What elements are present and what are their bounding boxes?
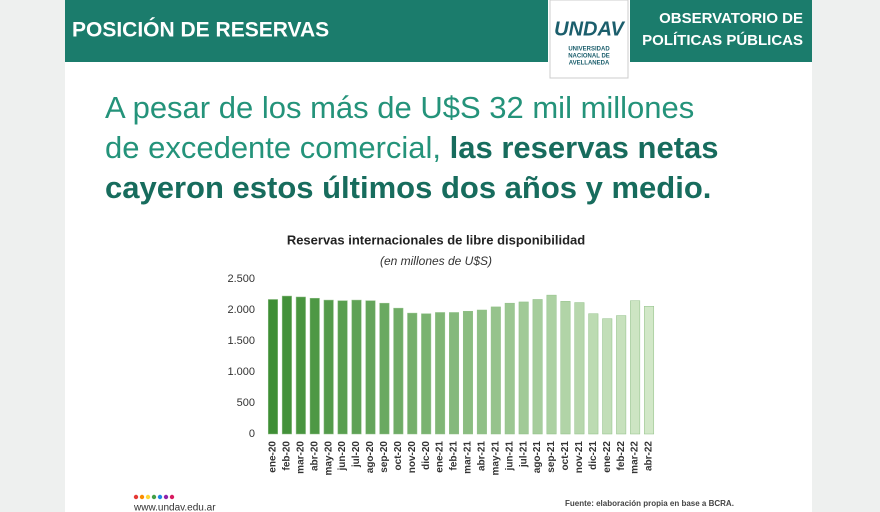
bar <box>574 302 585 435</box>
bar <box>462 310 473 435</box>
bar <box>323 299 334 435</box>
y-tick-label: 2.500 <box>227 273 255 285</box>
bar <box>379 302 390 435</box>
x-tick-label: nov-21 <box>574 441 585 474</box>
bar <box>532 299 543 435</box>
x-tick-label: mar-21 <box>463 441 474 474</box>
x-tick-label: oct-21 <box>560 441 571 471</box>
y-tick-label: 500 <box>237 397 255 409</box>
headline: A pesar de los más de U$S 32 mil millone… <box>105 90 694 125</box>
bar <box>393 307 404 435</box>
x-tick-label: mar-22 <box>630 441 641 474</box>
x-tick-label: mar-20 <box>295 441 306 474</box>
header-bar <box>630 0 812 62</box>
bar <box>351 299 362 435</box>
website: www.undav.edu.ar <box>133 503 216 512</box>
bar <box>560 301 571 435</box>
chart-title: Reservas internacionales de libre dispon… <box>287 232 585 247</box>
y-tick-label: 1.000 <box>227 366 255 378</box>
header-bar <box>65 0 548 62</box>
x-tick-label: sep-21 <box>546 441 557 473</box>
logo-text: AVELLANEDA <box>569 61 610 67</box>
x-tick-label: feb-20 <box>282 441 293 471</box>
x-tick-label: may-20 <box>323 441 334 476</box>
headline-bold: las reservas netas <box>450 130 719 165</box>
header-org: OBSERVATORIO DE <box>659 10 803 27</box>
x-tick-label: jul-20 <box>351 441 362 469</box>
logo-text: NACIONAL DE <box>568 54 610 60</box>
source: Fuente: elaboración propia en base a BCR… <box>565 499 734 508</box>
bar <box>518 301 529 435</box>
bar <box>546 294 557 435</box>
x-tick-label: feb-22 <box>616 441 627 471</box>
bar <box>267 299 278 435</box>
bar <box>281 295 292 435</box>
x-tick-label: nov-20 <box>407 441 418 474</box>
logo-text: UNIVERSIDAD <box>568 47 610 53</box>
x-tick-label: ene-20 <box>268 441 279 473</box>
header-title: POSICIÓN DE RESERVAS <box>72 18 329 42</box>
bar <box>421 313 432 435</box>
bar <box>490 306 501 435</box>
logo-box <box>549 0 629 79</box>
logo: UNDAV <box>554 18 625 40</box>
x-tick-label: ene-22 <box>602 441 613 473</box>
x-tick-label: abr-20 <box>309 441 320 471</box>
bar <box>476 309 487 435</box>
bar <box>588 313 599 435</box>
bar <box>602 318 613 435</box>
chart-subtitle: (en millones de U$S) <box>380 254 492 268</box>
x-tick-label: jul-21 <box>518 441 529 469</box>
bar <box>449 312 460 435</box>
x-tick-label: abr-22 <box>644 441 655 471</box>
x-tick-label: ago-20 <box>365 441 376 474</box>
x-tick-label: oct-20 <box>393 441 404 471</box>
header-org: POLÍTICAS PÚBLICAS <box>642 31 803 49</box>
bar <box>407 312 418 435</box>
bar <box>337 300 348 435</box>
headline-bold: cayeron estos últimos dos años y medio. <box>105 170 711 205</box>
x-tick-label: dic-20 <box>421 441 432 470</box>
headline-text: de excedente comercial, <box>105 130 450 165</box>
dots <box>133 494 175 500</box>
bar <box>365 300 376 435</box>
bar <box>644 306 655 435</box>
bar <box>309 297 320 435</box>
x-tick-label: ene-21 <box>435 441 446 473</box>
x-tick-label: jun-21 <box>504 441 515 472</box>
bar <box>435 312 446 435</box>
bar <box>295 296 306 435</box>
bar <box>504 302 515 435</box>
y-tick-label: 2.000 <box>227 304 255 316</box>
x-tick-label: jun-20 <box>337 441 348 472</box>
bar <box>630 300 641 435</box>
y-tick-label: 1.500 <box>227 335 255 347</box>
bar <box>616 315 627 435</box>
x-tick-label: feb-21 <box>449 441 460 471</box>
x-tick-label: dic-21 <box>588 441 599 470</box>
x-tick-label: sep-20 <box>379 441 390 473</box>
x-tick-label: ago-21 <box>532 441 543 474</box>
x-tick-label: abr-21 <box>477 441 488 471</box>
headline: de excedente comercial, las reservas net… <box>105 130 719 165</box>
x-tick-label: may-21 <box>490 441 501 476</box>
y-tick-label: 0 <box>249 428 255 440</box>
